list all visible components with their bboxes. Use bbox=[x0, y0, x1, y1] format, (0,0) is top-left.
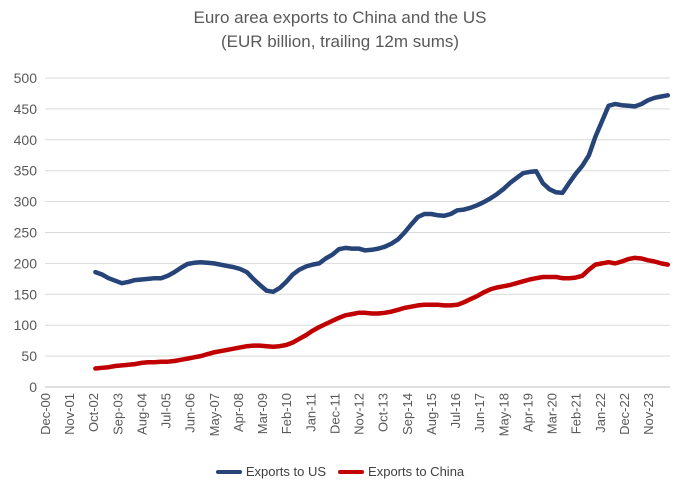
x-tick-label-Jun-06: Jun-06 bbox=[183, 393, 198, 433]
legend-item-us: Exports to US bbox=[215, 464, 327, 479]
series-line-exports-to-us bbox=[93, 93, 671, 295]
y-tick-label-100: 100 bbox=[14, 317, 38, 333]
x-tick-label-Mar-09: Mar-09 bbox=[255, 393, 270, 434]
x-tick-label-Oct-13: Oct-13 bbox=[376, 393, 391, 432]
y-tick-label-250: 250 bbox=[14, 225, 38, 241]
chart-subtitle: (EUR billion, trailing 12m sums) bbox=[220, 32, 460, 51]
x-tick-label-Feb-21: Feb-21 bbox=[569, 393, 584, 434]
legend-swatch-china bbox=[338, 469, 365, 474]
x-tick-label-Nov-23: Nov-23 bbox=[641, 393, 656, 435]
x-tick-label-Nov-12: Nov-12 bbox=[352, 393, 367, 435]
legend-label-china: Exports to China bbox=[368, 464, 465, 479]
x-tick-label-Dec-11: Dec-11 bbox=[327, 393, 342, 434]
y-tick-label-350: 350 bbox=[14, 163, 38, 179]
x-tick-label-May-07: May-07 bbox=[207, 393, 222, 436]
x-tick-label-Apr-08: Apr-08 bbox=[231, 393, 246, 432]
y-tick-label-200: 200 bbox=[14, 255, 38, 271]
x-tick-label-Jun-17: Jun-17 bbox=[472, 393, 487, 433]
x-tick-label-May-18: May-18 bbox=[496, 393, 511, 436]
series-line-exports-to-china bbox=[93, 255, 671, 371]
y-tick-label-300: 300 bbox=[14, 194, 38, 210]
x-tick-label-Jul-16: Jul-16 bbox=[448, 393, 463, 428]
y-tick-label-450: 450 bbox=[14, 101, 38, 117]
legend-label-us: Exports to US bbox=[245, 464, 327, 479]
x-tick-label-Sep-03: Sep-03 bbox=[110, 393, 125, 435]
chart-title: Euro area exports to China and the US bbox=[193, 8, 487, 27]
x-tick-label-Sep-14: Sep-14 bbox=[400, 393, 415, 435]
x-tick-label-Mar-20: Mar-20 bbox=[545, 393, 560, 434]
x-tick-label-Jul-05: Jul-05 bbox=[159, 393, 174, 428]
legend-item-china: Exports to China bbox=[338, 464, 464, 479]
y-tick-label-500: 500 bbox=[14, 70, 38, 86]
x-tick-label-Dec-00: Dec-00 bbox=[38, 393, 53, 435]
x-tick-label-Jan-22: Jan-22 bbox=[593, 393, 608, 433]
x-tick-label-Aug-04: Aug-04 bbox=[134, 393, 149, 435]
x-tick-label-Oct-02: Oct-02 bbox=[86, 393, 101, 432]
chart-title-block: Euro area exports to China and the US (E… bbox=[0, 6, 680, 54]
line-chart: 0 50 100 150 200 250 300 350 400 450 500 Dec-00 Nov-… bbox=[14, 70, 671, 436]
legend: Exports to US Exports to China bbox=[0, 464, 680, 479]
legend-swatch-us bbox=[215, 469, 242, 474]
x-tick-label-Jan-11: Jan-11 bbox=[303, 393, 318, 432]
x-tick-label-Dec-22: Dec-22 bbox=[617, 393, 632, 435]
y-tick-label-0: 0 bbox=[29, 379, 37, 395]
x-tick-label-Aug-15: Aug-15 bbox=[424, 393, 439, 435]
y-tick-label-150: 150 bbox=[14, 286, 38, 302]
x-tick-label-Apr-19: Apr-19 bbox=[520, 393, 535, 432]
x-tick-label-Nov-01: Nov-01 bbox=[62, 393, 77, 435]
y-tick-label-400: 400 bbox=[14, 132, 38, 148]
x-tick-label-Feb-10: Feb-10 bbox=[279, 393, 294, 434]
y-tick-label-50: 50 bbox=[21, 348, 37, 364]
